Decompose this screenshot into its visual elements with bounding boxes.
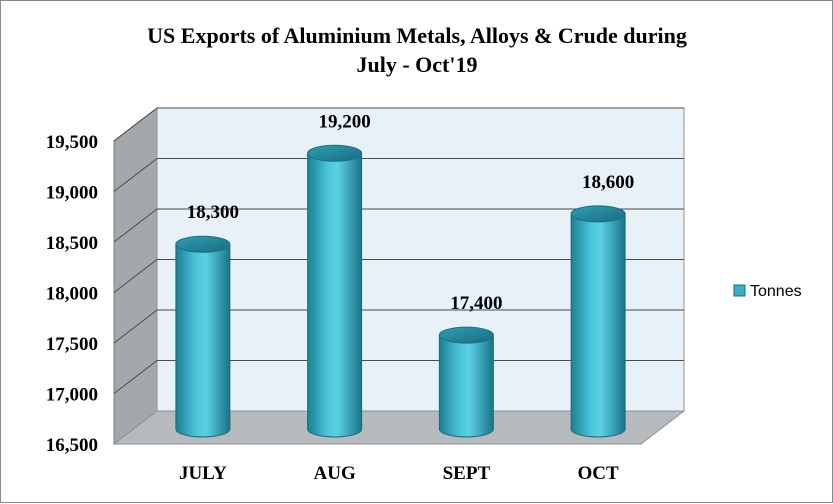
data-label: 19,200 xyxy=(319,111,371,132)
side-gridline xyxy=(113,259,158,293)
data-label: 18,300 xyxy=(187,202,239,223)
bar-sept xyxy=(438,326,494,438)
bar-body xyxy=(438,334,494,438)
side-gridline xyxy=(113,158,158,192)
y-tick-label: 18,000 xyxy=(46,284,98,305)
y-tick-label: 17,500 xyxy=(46,334,98,355)
chart-title-line-1: US Exports of Aluminium Metals, Alloys &… xyxy=(147,23,687,48)
data-label: 18,600 xyxy=(582,172,634,193)
bar-body xyxy=(175,243,231,438)
x-tick-label: OCT xyxy=(578,463,620,484)
bar-top xyxy=(307,144,363,162)
y-tick-label: 17,000 xyxy=(46,385,98,406)
bar-july xyxy=(175,235,231,438)
bar-body xyxy=(307,152,363,438)
bar-top xyxy=(175,235,231,253)
legend-label: Tonnes xyxy=(750,283,802,300)
legend-swatch xyxy=(733,284,746,297)
side-gridline xyxy=(113,309,158,344)
side-gridline xyxy=(113,107,158,142)
x-tick-label: JULY xyxy=(179,463,227,484)
bar-aug xyxy=(307,144,363,438)
y-tick-label: 18,500 xyxy=(46,233,98,254)
side-gridline xyxy=(113,208,158,243)
y-tick-label: 19,000 xyxy=(46,183,98,204)
bar-body xyxy=(570,213,626,438)
y-tick-label: 19,500 xyxy=(46,132,98,153)
bar-oct xyxy=(570,205,626,438)
y-tick-label: 16,500 xyxy=(46,435,98,456)
floor xyxy=(112,410,686,445)
data-label: 17,400 xyxy=(450,293,502,314)
bar-top xyxy=(438,326,494,344)
side-gridline xyxy=(113,360,158,394)
bar-top xyxy=(570,205,626,223)
chart-title-line-2: July - Oct'19 xyxy=(357,52,478,77)
x-tick-label: SEPT xyxy=(443,463,491,484)
x-tick-label: AUG xyxy=(314,463,356,484)
